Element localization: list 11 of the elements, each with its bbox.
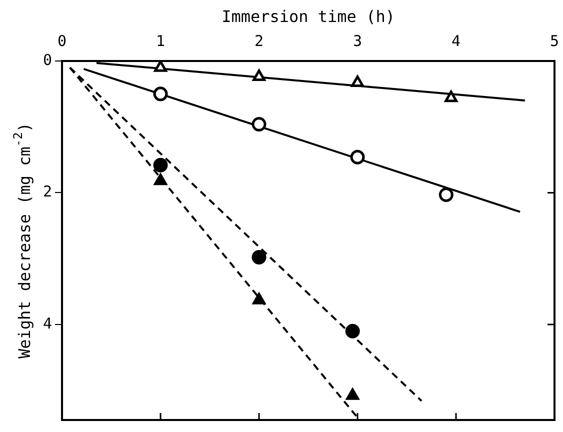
x-tick-label: 1 <box>156 32 166 50</box>
x-axis-title: Immersion time (h) <box>222 7 395 26</box>
y-tick-label: 2 <box>43 182 52 201</box>
x-tick-label: 3 <box>352 32 362 50</box>
x-tick-label: 0 <box>58 32 67 50</box>
x-tick-label: 4 <box>451 32 461 50</box>
x-tick-label: 2 <box>254 32 264 50</box>
y-tick-label: 4 <box>43 314 52 332</box>
x-tick-label: 5 <box>550 32 560 50</box>
y-tick-label: 0 <box>43 50 52 69</box>
y-axis-title: Weight decrease (mg cm-2) <box>11 122 34 358</box>
